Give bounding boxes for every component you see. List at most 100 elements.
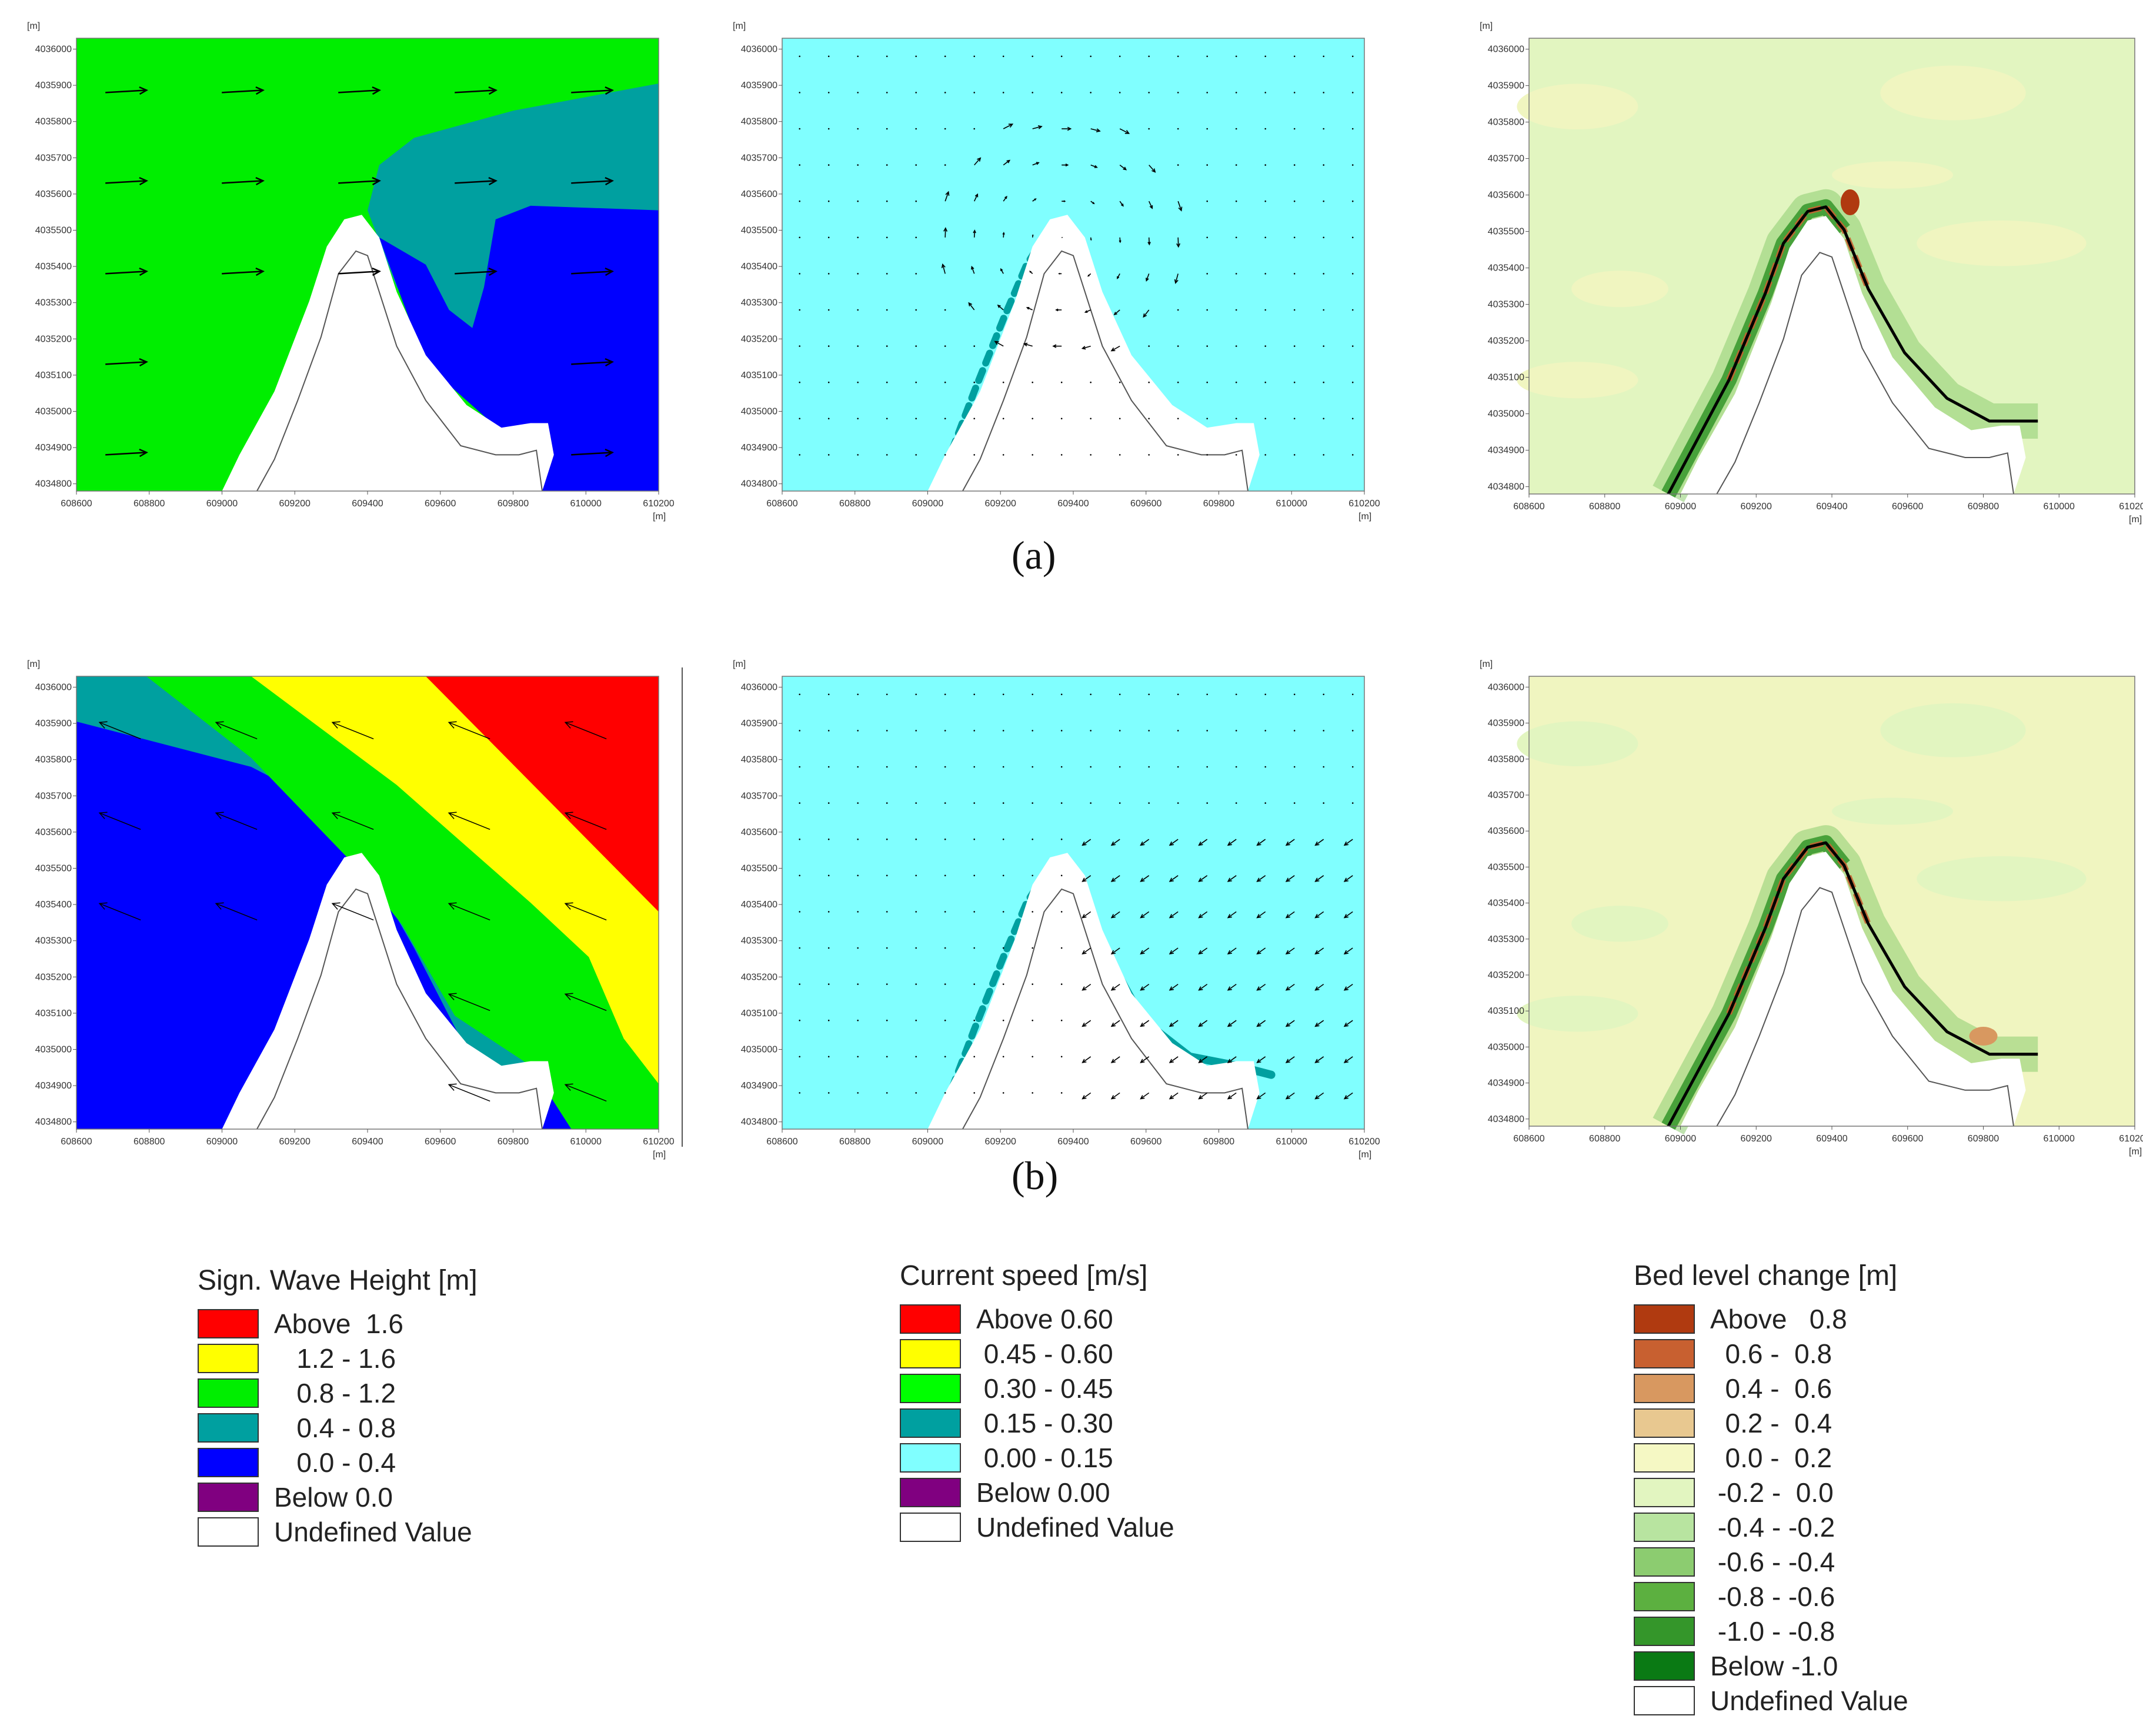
legend-label: 0.4 - 0.8	[274, 1412, 396, 1443]
vector-arrow-head	[1087, 274, 1090, 277]
plot-area	[782, 676, 1364, 1130]
vector-dot	[827, 418, 830, 420]
vector-dot	[886, 92, 888, 94]
vector-dot	[915, 1019, 917, 1021]
x-tick-label: 609200	[985, 1137, 1016, 1147]
caption-a: (a)	[1012, 533, 1056, 577]
vector-field	[98, 721, 607, 1102]
vector-arrow-head	[1256, 1022, 1261, 1027]
coastline	[962, 888, 1249, 1130]
y-tick-label: 4035600	[35, 189, 72, 199]
vector-arrow	[944, 192, 949, 202]
vector-dot	[886, 200, 888, 202]
zone-patch	[1571, 271, 1668, 308]
vector-arrow-head	[1081, 914, 1087, 919]
vector-dot	[1148, 766, 1150, 768]
vector-dot	[886, 947, 888, 949]
vector-dot	[1002, 874, 1004, 877]
vector-dot	[1090, 802, 1091, 804]
vector-dot	[857, 730, 859, 732]
vector-dot	[1032, 454, 1033, 456]
vector-dot	[1323, 345, 1324, 347]
vector-dot	[1032, 1092, 1033, 1094]
vector-dot	[973, 454, 975, 456]
vector-arrow-head	[564, 1083, 573, 1091]
legend-label: -0.2 - 0.0	[1710, 1477, 1834, 1508]
undefined-land	[222, 215, 554, 491]
vector-dot	[1002, 418, 1004, 420]
vector-arrow	[1199, 839, 1208, 846]
vector-arrow	[565, 722, 607, 740]
legend-swatch	[1634, 1304, 1695, 1334]
vector-dot	[1293, 381, 1296, 383]
vector-arrow-head	[1169, 841, 1174, 846]
vector-dot	[1177, 730, 1179, 732]
vector-arrow-head	[1110, 1095, 1116, 1100]
legend-swatch	[198, 1413, 259, 1443]
vector-arrow	[1257, 875, 1266, 882]
vector-dot	[915, 838, 917, 840]
vector-arrow	[1286, 1092, 1295, 1100]
vector-dot	[1293, 345, 1296, 347]
vector-dot	[1002, 1019, 1004, 1021]
vector-arrow	[565, 903, 607, 921]
vector-dot	[1293, 802, 1296, 804]
vector-arrow-head	[1343, 841, 1348, 846]
y-tick-label: 4035800	[35, 755, 72, 765]
y-tick-label: 4035400	[35, 262, 72, 272]
x-tick-label: 610200	[2119, 1134, 2143, 1144]
x-tick-label: 609600	[1130, 499, 1161, 509]
legend-swatch	[1634, 1477, 1695, 1507]
vector-arrow	[1344, 911, 1353, 919]
legend-label: 0.0 - 0.2	[1710, 1442, 1832, 1473]
vector-dot	[1235, 236, 1237, 239]
vector-dot	[1148, 345, 1150, 347]
vector-dot	[799, 309, 800, 311]
vector-arrow-head	[215, 902, 224, 910]
x-tick-label: 609400	[1057, 499, 1089, 509]
vector-dot	[1002, 766, 1004, 768]
vector-arrow-head	[139, 358, 148, 367]
vector-dot	[1264, 454, 1266, 456]
vector-dot	[1032, 381, 1033, 383]
vector-dot	[857, 693, 859, 696]
vector-dot	[1293, 164, 1296, 166]
legend-label: 0.6 - 0.8	[1710, 1338, 1832, 1369]
vector-dot	[827, 874, 830, 877]
x-tick-label: 608600	[766, 499, 797, 509]
vector-arrow-head	[98, 812, 108, 819]
vector-dot	[1032, 766, 1033, 768]
vector-arrow-head	[1227, 1095, 1232, 1100]
vector-dot	[1351, 164, 1354, 166]
vector-dot	[1323, 236, 1324, 239]
x-tick-label: 609800	[1203, 499, 1234, 509]
vector-dot	[1235, 164, 1237, 166]
vector-dot	[915, 345, 917, 347]
y-tick-label: 4034900	[35, 443, 72, 453]
y-tick-label: 4035800	[741, 755, 777, 765]
y-tick-label: 4035900	[1488, 719, 1524, 729]
vector-arrow-head	[1227, 1059, 1232, 1063]
vector-arrow-head	[1227, 950, 1232, 955]
vector-arrow-head	[564, 812, 573, 819]
legend-bed-item: 0.6 - 0.8	[1634, 1336, 1908, 1371]
vector-dot	[1032, 838, 1033, 840]
y-tick-label: 4035800	[741, 117, 777, 127]
vector-dot	[827, 838, 830, 840]
map-svg: 4036000 4035900 4035800 4035700 4035600 40355…	[733, 659, 1380, 1160]
vector-dot	[1264, 693, 1266, 696]
vector-dot	[1264, 55, 1266, 58]
vector-dot	[886, 838, 888, 840]
plot-b-current-speed: 4036000 4035900 4035800 4035700 4035600 40355…	[706, 650, 1411, 1179]
vector-dot	[1032, 911, 1033, 913]
vector-dot	[827, 128, 830, 130]
vector-arrow-head	[139, 267, 148, 276]
vector-dot	[1235, 128, 1237, 130]
vector-dot	[973, 92, 975, 94]
vector-dot	[1032, 947, 1033, 949]
vector-arrow-head	[1198, 877, 1203, 882]
vector-arrow-head	[1227, 986, 1232, 991]
vector-dot	[827, 273, 830, 275]
vector-arrow-head	[564, 721, 573, 729]
vector-arrow-head	[1343, 950, 1348, 955]
